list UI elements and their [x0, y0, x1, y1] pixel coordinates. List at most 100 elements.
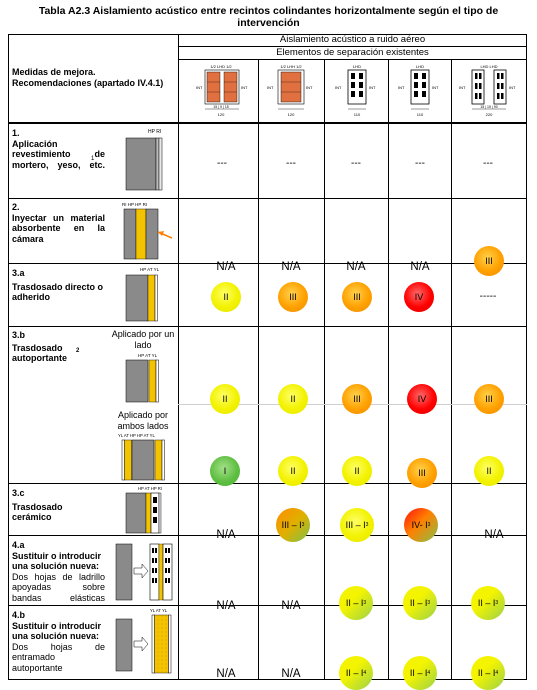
- r3b1-col4-badge: IV: [407, 384, 437, 414]
- wall-hollow-2-icon: LHD INT INT 110: [398, 64, 439, 117]
- r4b-col1: N/A: [216, 668, 236, 680]
- row-3c-text: Trasdosado cerámico: [12, 501, 63, 523]
- row-4b-subtext: Dos hojas de entramado autoportante: [12, 641, 105, 673]
- row-3b-footnote: 2: [76, 348, 80, 354]
- wall-hollow-double-icon: LHD LHD INT INT 15 | 15 | 90 220: [459, 64, 516, 117]
- ceramic-lining-icon: HP AT HP RI: [125, 486, 162, 534]
- inject-absorbent-icon: RI HP HP RI: [122, 202, 173, 260]
- svg-text:RI HP HP RI: RI HP HP RI: [122, 202, 147, 207]
- r3a-col2-badge: III: [278, 282, 308, 312]
- svg-text:INT: INT: [459, 85, 466, 90]
- r4b-col2: N/A: [281, 668, 301, 680]
- svg-text:LHD LHD: LHD LHD: [480, 64, 497, 69]
- render-plaster-icon: HP RI: [125, 129, 163, 191]
- r3b2-col4-badge: III: [407, 458, 437, 488]
- header-main: Aislamiento acústico a ruido aéreo: [279, 34, 426, 45]
- row-1-number: 1.: [12, 128, 20, 138]
- svg-text:INT: INT: [398, 85, 405, 90]
- header-divider-2: [178, 59, 527, 60]
- col-line-2: [258, 59, 259, 680]
- col-line-5: [451, 59, 452, 680]
- row-3b-number: 3.b: [12, 330, 26, 340]
- row-3b-sub1: Aplicado por un lado: [111, 329, 175, 350]
- r3b1-col5-badge: III: [474, 384, 504, 414]
- svg-text:110: 110: [354, 112, 361, 117]
- row-line-1: [8, 198, 527, 199]
- r3a-col5: -----: [479, 291, 497, 302]
- r2-col2: N/A: [281, 261, 301, 273]
- svg-text:LHD: LHD: [353, 64, 361, 69]
- r3b1-col2-badge: II: [278, 384, 308, 414]
- r2-col5-badge: III: [474, 246, 504, 276]
- row-2-number: 2.: [12, 202, 20, 212]
- self-supporting-lining-one-side-icon: HP AT YL: [125, 353, 159, 403]
- row-4a-text: Sustituir o introducir una solución nuev…: [12, 550, 101, 572]
- svg-text:15 | 15 | 90: 15 | 15 | 90: [480, 105, 497, 109]
- row-4a-subtext: Dos hojas de ladrillo apoyadas sobre ban…: [12, 571, 105, 603]
- row-3c-number: 3.c: [12, 488, 25, 498]
- row-4b-text: Sustituir o introducir una solución nuev…: [12, 620, 101, 642]
- row-line-4: [8, 483, 527, 484]
- row-2-label: 2. Inyectar un material absorbente en la…: [12, 202, 105, 244]
- svg-text:1/2 LHH 1/2: 1/2 LHH 1/2: [280, 64, 302, 69]
- r3b2-col3-badge: II: [342, 456, 372, 486]
- row-3c-label: 3.c Trasdosado cerámico: [12, 488, 105, 523]
- self-supporting-lining-both-sides-icon: YL AT HP HP AT YL: [118, 433, 165, 481]
- border-right: [526, 34, 527, 680]
- svg-text:HP RI: HP RI: [148, 129, 161, 135]
- table-title: Tabla A2.3 Aislamiento acústico entre re…: [0, 5, 537, 29]
- row-1-label: 1. Aplicación revestimiento de mortero, …: [12, 128, 105, 170]
- wall-hollow-1-icon: LHD INT INT 110: [335, 64, 376, 117]
- row-1-text: Aplicación revestimiento de mortero, yes…: [12, 138, 105, 170]
- replace-brick-solution-icon: [115, 543, 173, 601]
- r3a-col4-badge: IV: [404, 282, 434, 312]
- row-2-text: Inyectar un material absorbente en la cá…: [12, 212, 105, 244]
- r3c-col1: N/A: [216, 529, 236, 541]
- row-line-6: [8, 605, 527, 606]
- header-sub: Elementos de separación existentes: [276, 47, 429, 58]
- svg-text:120: 120: [288, 112, 295, 117]
- svg-text:1/2 LHD 1/2: 1/2 LHD 1/2: [210, 64, 232, 69]
- border-bottom: [8, 679, 527, 680]
- r4a-col2: N/A: [281, 600, 301, 612]
- r1-col4: ---: [415, 158, 425, 169]
- r3a-col1-badge: II: [211, 282, 241, 312]
- r3b1-col3-badge: III: [342, 384, 372, 414]
- svg-text:INT: INT: [335, 85, 342, 90]
- r1-col3: ---: [351, 158, 361, 169]
- col-line-3: [324, 59, 325, 680]
- row-3a-text: Trasdosado directo o adherido: [12, 281, 104, 303]
- row-4a-number: 4.a: [12, 540, 25, 550]
- row-3a-label: 3.a Trasdosado directo o adherido: [12, 268, 105, 303]
- header-divider-1: [178, 46, 527, 47]
- r2-col3: N/A: [346, 261, 366, 273]
- svg-text:HP AT YL: HP AT YL: [140, 267, 160, 272]
- col-line-1: [178, 34, 179, 680]
- recommendation-table: Aislamiento acústico a ruido aéreo Eleme…: [8, 34, 527, 690]
- row-3b-sub2: Aplicado por ambos lados: [117, 410, 169, 431]
- r3b2-col5-badge: II: [474, 456, 504, 486]
- title-line-1: Tabla A2.3 Aislamiento acústico entre re…: [38, 5, 499, 17]
- svg-text:120: 120: [218, 112, 225, 117]
- row-line-5: [8, 535, 527, 536]
- r3a-col3-badge: III: [342, 282, 372, 312]
- header-bottom: [8, 122, 527, 124]
- replace-frame-solution-icon: YL AT YL: [115, 608, 172, 674]
- title-line-2: intervención: [237, 17, 300, 29]
- svg-text:INT: INT: [267, 85, 274, 90]
- svg-text:LHD: LHD: [416, 64, 424, 69]
- svg-text:HP AT HP RI: HP AT HP RI: [138, 486, 162, 491]
- wall-brick-2-icon: 1/2 LHH 1/2 INT INT 120: [267, 64, 313, 117]
- direct-lining-icon: HP AT YL: [125, 267, 160, 322]
- r1-col5: ---: [483, 158, 493, 169]
- r1-col2: ---: [286, 158, 296, 169]
- r3b2-col1-badge: I: [210, 456, 240, 486]
